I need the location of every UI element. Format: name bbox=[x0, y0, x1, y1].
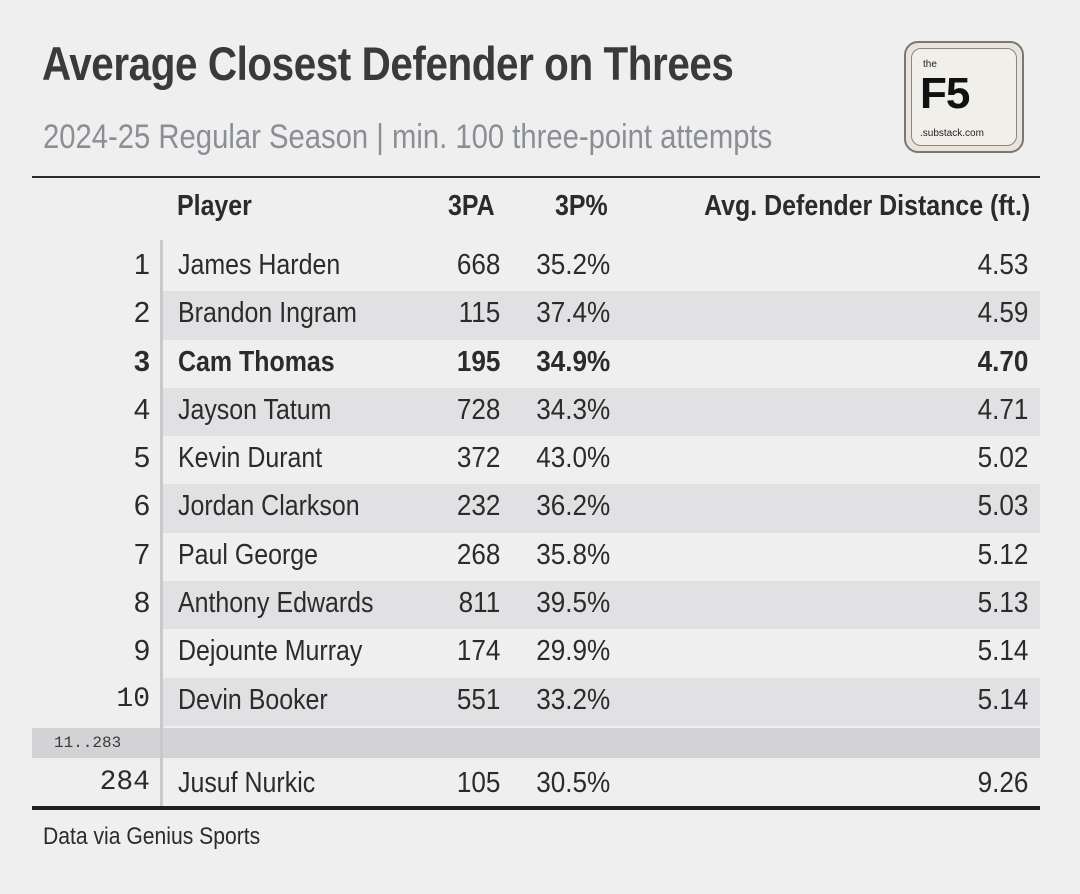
f5-logo-frame: the F5 .substack.com bbox=[911, 48, 1017, 146]
3pa-cell: 728 bbox=[456, 393, 500, 426]
3p-pct-cell: 39.5% bbox=[535, 587, 610, 620]
rank-cell: 8 bbox=[133, 587, 150, 620]
table-row: 9 Dejounte Murray 174 29.9% 5.14 bbox=[32, 629, 1040, 677]
logo-name-text: F5 bbox=[920, 69, 970, 118]
defender-distance-cell: 5.14 bbox=[977, 683, 1028, 716]
table-row: 5 Kevin Durant 372 43.0% 5.02 bbox=[32, 436, 1040, 484]
3pa-cell: 811 bbox=[458, 587, 500, 620]
column-header-player: Player bbox=[177, 190, 252, 222]
table-row: 7 Paul George 268 35.8% 5.12 bbox=[32, 533, 1040, 581]
3p-pct-cell: 35.8% bbox=[535, 538, 610, 571]
player-cell: Devin Booker bbox=[178, 683, 328, 716]
3pa-cell: 668 bbox=[456, 249, 500, 281]
rank-cell: 4 bbox=[133, 393, 150, 426]
3p-pct-cell: 36.2% bbox=[535, 490, 610, 523]
3p-pct-cell: 33.2% bbox=[535, 683, 610, 716]
table-row: 1 James Harden 668 35.2% 4.53 bbox=[32, 243, 1040, 291]
3pa-cell: 551 bbox=[456, 683, 500, 716]
3pa-cell: 268 bbox=[456, 538, 500, 571]
defender-distance-cell: 5.03 bbox=[977, 490, 1028, 523]
table-gap-row: 11..283 bbox=[32, 728, 1040, 758]
chart-subtitle: 2024-25 Regular Season | min. 100 three-… bbox=[43, 118, 773, 156]
table-row-last: 284 Jusuf Nurkic 105 30.5% 9.26 bbox=[32, 762, 1040, 808]
player-cell: Dejounte Murray bbox=[178, 635, 363, 668]
row-band bbox=[163, 291, 1040, 340]
3pa-cell: 174 bbox=[456, 635, 500, 668]
rank-divider-line bbox=[160, 240, 163, 809]
column-header-defender-distance: Avg. Defender Distance (ft.) bbox=[703, 190, 1030, 222]
defender-distance-cell: 4.71 bbox=[977, 393, 1028, 426]
defender-distance-cell: 9.26 bbox=[977, 767, 1028, 799]
rank-cell: 6 bbox=[133, 490, 150, 523]
player-cell: Anthony Edwards bbox=[178, 587, 374, 620]
table-top-rule bbox=[32, 176, 1040, 178]
column-header-3p-pct: 3P% bbox=[555, 190, 608, 222]
row-band bbox=[163, 387, 1040, 437]
table-row: 4 Jayson Tatum 728 34.3% 4.71 bbox=[32, 387, 1040, 437]
defender-distance-cell: 4.59 bbox=[977, 297, 1028, 330]
3pa-cell: 105 bbox=[456, 767, 500, 799]
row-band bbox=[163, 484, 1040, 533]
3p-pct-cell: 35.2% bbox=[535, 249, 610, 281]
3p-pct-cell: 43.0% bbox=[535, 442, 610, 475]
logo-domain-text: .substack.com bbox=[920, 128, 984, 139]
rank-cell: 7 bbox=[133, 538, 150, 571]
player-cell: Jayson Tatum bbox=[178, 393, 332, 426]
defender-distance-cell: 5.12 bbox=[977, 538, 1028, 571]
3p-pct-cell: 30.5% bbox=[535, 767, 610, 799]
column-header-3pa: 3PA bbox=[448, 190, 495, 222]
player-cell: James Harden bbox=[178, 249, 341, 281]
table-row: 8 Anthony Edwards 811 39.5% 5.13 bbox=[32, 581, 1040, 630]
table-row: 6 Jordan Clarkson 232 36.2% 5.03 bbox=[32, 484, 1040, 533]
table-row: 2 Brandon Ingram 115 37.4% 4.59 bbox=[32, 291, 1040, 340]
3p-pct-cell: 34.9% bbox=[535, 345, 610, 378]
table-row: 3 Cam Thomas 195 34.9% 4.70 bbox=[32, 340, 1040, 388]
defender-distance-cell: 4.70 bbox=[977, 345, 1028, 378]
chart-title: Average Closest Defender on Threes bbox=[42, 37, 734, 90]
rank-cell: 10 bbox=[116, 683, 150, 715]
3pa-cell: 232 bbox=[456, 490, 500, 523]
defender-distance-cell: 4.53 bbox=[977, 249, 1028, 281]
table-row: 10 Devin Booker 551 33.2% 5.14 bbox=[32, 677, 1040, 726]
rank-cell: 1 bbox=[133, 249, 150, 281]
3pa-cell: 195 bbox=[456, 345, 500, 378]
player-cell: Cam Thomas bbox=[178, 345, 335, 378]
defender-distance-cell: 5.14 bbox=[977, 635, 1028, 668]
rank-cell: 2 bbox=[133, 297, 150, 330]
3p-pct-cell: 29.9% bbox=[535, 635, 610, 668]
logo-the-text: the bbox=[923, 59, 937, 70]
table-body: 1 James Harden 668 35.2% 4.53 2 Brandon Ingram… bbox=[32, 243, 1040, 726]
3p-pct-cell: 34.3% bbox=[535, 393, 610, 426]
defender-distance-cell: 5.13 bbox=[977, 587, 1028, 620]
rank-cell: 9 bbox=[133, 635, 150, 668]
rank-cell: 3 bbox=[133, 345, 150, 378]
3pa-cell: 372 bbox=[456, 442, 500, 475]
3pa-cell: 115 bbox=[458, 297, 500, 330]
rank-cell: 284 bbox=[99, 767, 150, 798]
table-bottom-rule bbox=[32, 806, 1040, 810]
player-cell: Paul George bbox=[178, 538, 319, 571]
player-cell: Brandon Ingram bbox=[178, 297, 357, 330]
player-cell: Jusuf Nurkic bbox=[178, 767, 316, 799]
player-cell: Kevin Durant bbox=[178, 442, 323, 475]
player-cell: Jordan Clarkson bbox=[178, 490, 360, 523]
row-band bbox=[163, 581, 1040, 630]
source-note: Data via Genius Sports bbox=[43, 823, 261, 850]
row-band bbox=[163, 677, 1040, 726]
rank-cell: 5 bbox=[133, 442, 150, 475]
3p-pct-cell: 37.4% bbox=[535, 297, 610, 330]
gap-label: 11..283 bbox=[54, 734, 122, 752]
defender-distance-cell: 5.02 bbox=[977, 442, 1028, 475]
f5-logo: the F5 .substack.com bbox=[904, 41, 1024, 153]
